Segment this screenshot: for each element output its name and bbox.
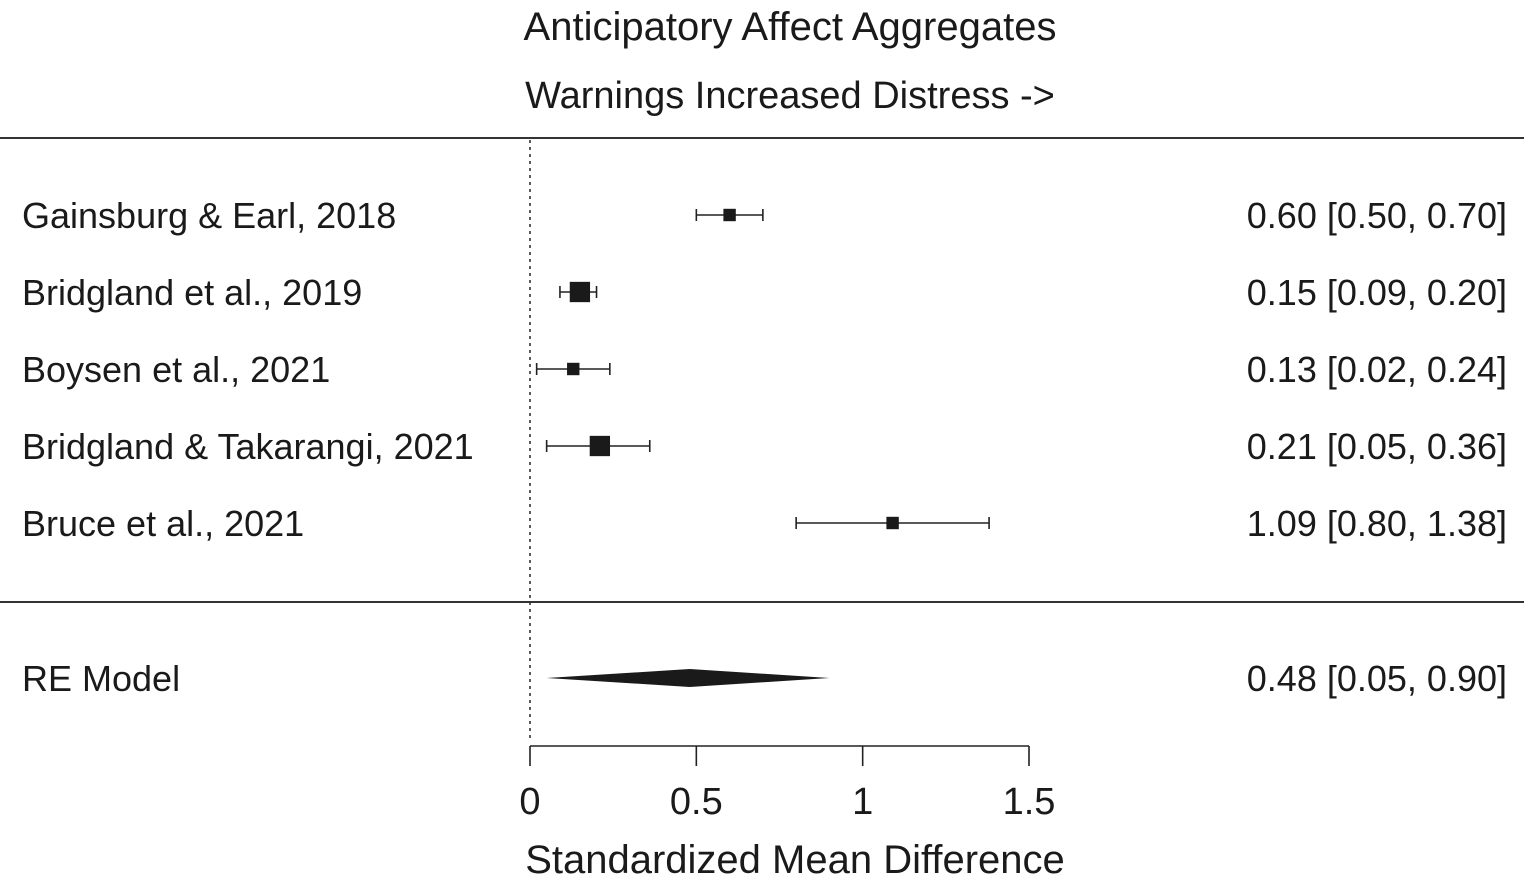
study-estimate-text: 0.21 [0.05, 0.36] <box>1247 426 1507 467</box>
study-label: Bridgland et al., 2019 <box>22 272 362 313</box>
effect-square <box>567 362 580 376</box>
effect-square <box>886 516 899 530</box>
x-tick-label: 1.5 <box>1003 781 1056 823</box>
study-estimate-text: 1.09 [0.80, 1.38] <box>1247 503 1507 544</box>
study-estimate-text: 0.15 [0.09, 0.20] <box>1247 272 1507 313</box>
study-label: Gainsburg & Earl, 2018 <box>22 195 396 236</box>
x-tick-label: 0.5 <box>670 781 723 823</box>
x-axis-label: Standardized Mean Difference <box>525 838 1065 882</box>
effect-square <box>569 281 591 303</box>
summary-diamond <box>546 669 830 687</box>
x-tick-label: 0 <box>519 781 540 823</box>
study-label: Bridgland & Takarangi, 2021 <box>22 426 474 467</box>
x-tick-label: 1 <box>852 781 873 823</box>
chart-title: Anticipatory Affect Aggregates <box>524 5 1057 49</box>
study-estimate-text: 0.13 [0.02, 0.24] <box>1247 349 1507 390</box>
summary-label: RE Model <box>22 658 180 699</box>
study-label: Boysen et al., 2021 <box>22 349 330 390</box>
effect-square <box>589 435 611 457</box>
summary-estimate-text: 0.48 [0.05, 0.90] <box>1247 658 1507 699</box>
effect-square <box>723 208 736 222</box>
study-estimate-text: 0.60 [0.50, 0.70] <box>1247 195 1507 236</box>
study-label: Bruce et al., 2021 <box>22 503 304 544</box>
chart-subtitle: Warnings Increased Distress -> <box>525 75 1055 117</box>
